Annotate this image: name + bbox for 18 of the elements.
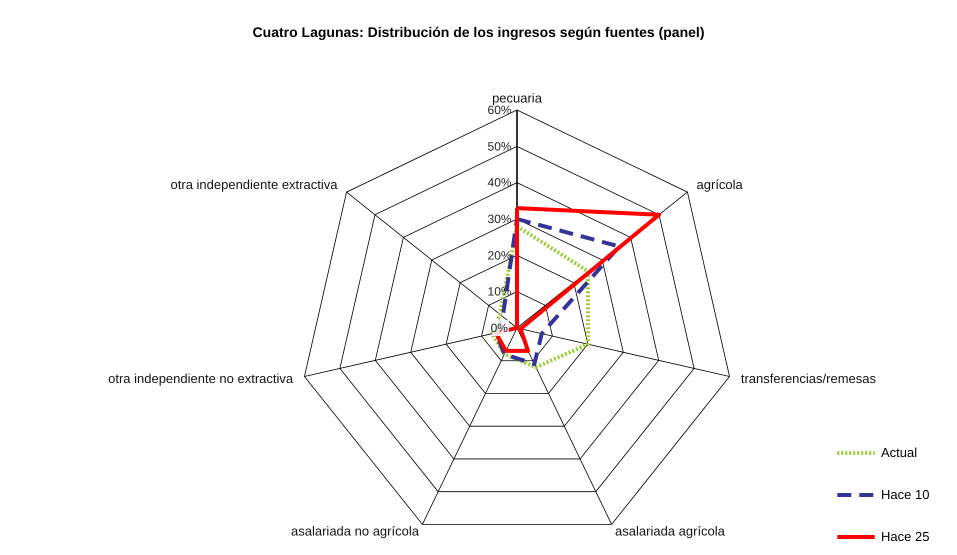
spoke-label: agrícola: [696, 176, 744, 192]
y-tick-label: 10%: [488, 284, 512, 299]
spoke-label: pecuaria: [492, 90, 543, 106]
y-tick-label: 40%: [488, 176, 512, 190]
legend-label: Actual: [881, 445, 918, 460]
spoke-label: asalariada no agrícola: [291, 524, 420, 539]
spoke-label: otra independiente extractiva: [170, 176, 338, 192]
spoke-label: asalariada agrícola: [615, 524, 726, 539]
legend-label: Hace 10: [881, 487, 930, 502]
y-tick-label: 50%: [488, 139, 512, 154]
spoke-label: otra independiente no extractiva: [108, 371, 294, 386]
y-tick-label: 60%: [488, 103, 512, 117]
y-tick-label: 30%: [488, 212, 512, 226]
y-tick-label: 0%: [490, 321, 508, 335]
chart-title: Cuatro Lagunas: Distribución de los ingresos según fuentes (panel): [252, 24, 704, 40]
legend-label: Hace 25: [881, 529, 930, 544]
spoke-label: transferencias/remesas: [740, 371, 876, 386]
y-tick-label: 20%: [488, 248, 512, 262]
